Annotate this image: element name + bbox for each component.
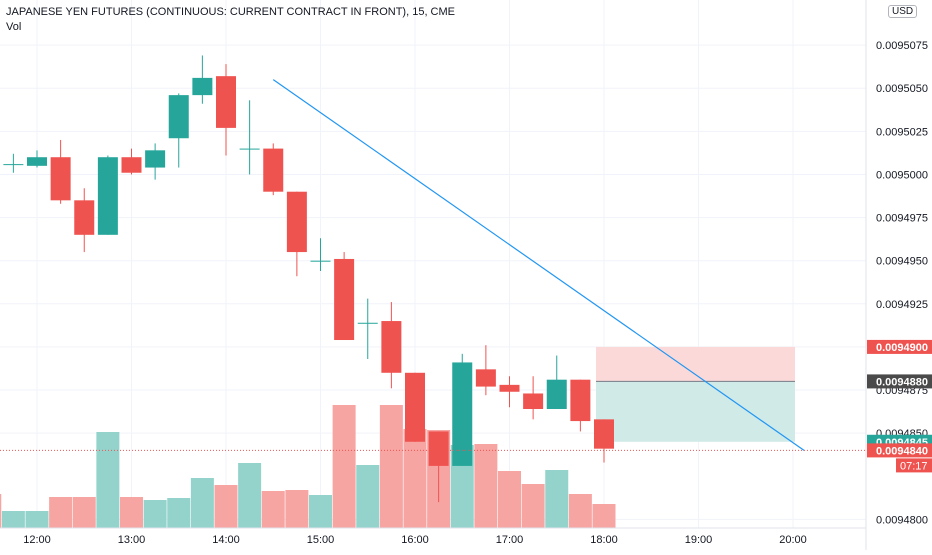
volume-bar: [72, 497, 96, 528]
price-axis-tick-label: 0.0094925: [876, 299, 928, 311]
price-axis-tick-label: 0.0095025: [876, 126, 928, 138]
price-label-box: [867, 339, 932, 354]
volume-bar: [379, 405, 403, 528]
candles: [3, 55, 614, 503]
volume-bar: [238, 463, 262, 528]
volume-bar: [25, 511, 49, 528]
candle-body: [168, 95, 189, 139]
countdown-text: 07:17: [900, 460, 928, 472]
volume-bar: [403, 429, 427, 528]
volume-bar: [261, 491, 285, 528]
candle-body: [216, 76, 236, 128]
chart-title: JAPANESE YEN FUTURES (CONTINUOUS: CURREN…: [6, 6, 456, 18]
volume-bar: [568, 494, 592, 528]
take-profit-zone: [596, 381, 795, 442]
price-axis-tick-label: 0.0095000: [876, 169, 928, 181]
candle-body: [428, 431, 449, 466]
candle-body: [121, 157, 142, 173]
stop-loss-zone: [596, 346, 795, 382]
price-axis-tick-label: 0.0095075: [876, 40, 928, 52]
candle-body: [145, 150, 166, 168]
volume-bar: [120, 497, 143, 528]
volume-bar: [190, 478, 214, 528]
price-label-text: 0.0094900: [876, 342, 928, 354]
candle-body: [499, 384, 520, 392]
candle-body: [570, 379, 591, 422]
volume-bar: [0, 494, 2, 528]
volume-bar: [1, 511, 25, 528]
volume-bar: [285, 490, 309, 528]
price-label-box: [867, 443, 932, 458]
time-axis-tick-label: 12:00: [23, 534, 51, 546]
volume-bar: [214, 485, 238, 528]
time-axis-tick-label: 13:00: [118, 534, 146, 546]
candle-body: [475, 369, 496, 387]
candle-body: [381, 321, 402, 373]
volume-bar: [167, 498, 191, 528]
countdown-box: [896, 458, 932, 473]
price-axis-tick-label: 0.0095050: [876, 83, 928, 95]
price-axis-tick-label: 0.0094950: [876, 256, 928, 268]
trend-line[interactable]: [272, 79, 805, 451]
candle-body: [27, 157, 47, 166]
volume-bar: [592, 504, 616, 528]
grid-lines: [0, 0, 866, 528]
time-axis-tick-label: 16:00: [401, 534, 429, 546]
volume-bar: [474, 444, 498, 528]
volume-bar: [521, 484, 545, 528]
currency-badge[interactable]: USD: [888, 5, 918, 18]
candle-body: [405, 372, 425, 442]
position-tool[interactable]: [596, 346, 795, 442]
candle-body: [263, 148, 284, 192]
candle-body: [74, 200, 95, 235]
price-axis-tick-label: 0.0094800: [876, 514, 928, 526]
time-axis-tick-label: 15:00: [307, 534, 335, 546]
candle-body: [523, 393, 544, 410]
candle-body: [310, 260, 331, 262]
price-labels: 0.00949000.00948800.00948450.009484007:1…: [867, 339, 932, 473]
candle-body: [452, 362, 473, 466]
volume-bar: [309, 495, 332, 528]
time-axis-tick-label: 18:00: [590, 534, 618, 546]
volume-bar: [96, 432, 120, 528]
candle-body: [357, 322, 378, 324]
volume-bar: [332, 405, 356, 528]
candle-body: [594, 419, 614, 449]
candle-body: [286, 191, 307, 253]
volume-bar: [498, 471, 521, 528]
price-label-box: [867, 374, 932, 389]
time-axis-tick-label: 17:00: [496, 534, 524, 546]
time-axis-tick-label: 14:00: [212, 534, 240, 546]
volume-bar: [356, 465, 380, 528]
volume-indicator-label: Vol: [6, 21, 22, 33]
volume-bars: [0, 405, 616, 528]
price-label-text: 0.0094840: [876, 445, 928, 457]
candle-body: [97, 157, 118, 235]
trend-line-segment: [272, 79, 805, 451]
time-axis-tick-label: 20:00: [779, 534, 807, 546]
price-label-text: 0.0094880: [876, 376, 928, 388]
candle-body: [50, 157, 71, 201]
candle-body: [239, 148, 260, 150]
candle-body: [546, 379, 567, 410]
candle-body: [334, 258, 355, 341]
candle-body: [3, 164, 24, 166]
candle-body: [192, 77, 213, 96]
volume-bar: [49, 497, 73, 528]
time-axis-tick-label: 19:00: [685, 534, 713, 546]
volume-bar: [143, 500, 167, 528]
price-axis-tick-label: 0.0094975: [876, 213, 928, 225]
volume-bar: [545, 470, 569, 528]
